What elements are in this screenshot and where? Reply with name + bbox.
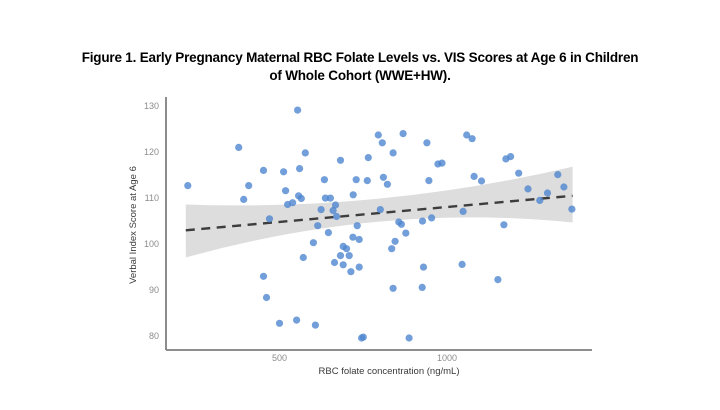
data-point [349, 233, 357, 241]
data-point [331, 201, 340, 209]
y-tick-label: 100 [144, 239, 159, 249]
data-point [359, 333, 367, 341]
data-point [339, 261, 347, 269]
data-point [378, 139, 386, 147]
data-point [419, 263, 428, 271]
data-point [259, 272, 268, 280]
data-point [560, 183, 568, 191]
data-point [536, 196, 544, 204]
data-point [438, 159, 446, 167]
data-point [294, 106, 302, 114]
data-point [293, 316, 301, 324]
data-point [468, 135, 476, 143]
data-point [259, 166, 268, 174]
trend-line [185, 194, 573, 232]
data-point [425, 177, 433, 185]
data-point [364, 154, 372, 162]
data-point [477, 177, 486, 185]
data-point [235, 143, 243, 151]
data-point [389, 149, 397, 157]
data-point [297, 194, 305, 203]
data-point [311, 321, 319, 329]
data-point [507, 153, 515, 161]
data-point [399, 130, 407, 138]
data-point [463, 131, 471, 139]
data-point [326, 194, 334, 202]
data-point [347, 268, 355, 276]
data-point [391, 237, 399, 245]
data-point [470, 172, 478, 180]
figure-title-line2: of Whole Cohort (WWE+HW). [269, 68, 451, 83]
y-tick-label: 110 [145, 193, 159, 203]
data-point [299, 253, 307, 262]
y-tick-label: 120 [144, 147, 159, 157]
data-point [280, 168, 288, 176]
data-point [309, 239, 317, 247]
data-point [317, 206, 325, 214]
y-axis-title: Verbal Index Score at Age 6 [128, 166, 139, 284]
data-point [330, 258, 339, 267]
data-point [336, 252, 345, 260]
figure-title-line1: Figure 1. Early Pregnancy Maternal RBC F… [81, 50, 639, 65]
data-point [355, 235, 363, 244]
data-point [379, 173, 387, 181]
data-point [324, 229, 332, 237]
data-point [355, 263, 363, 271]
y-tick-label: 90 [149, 285, 159, 295]
data-point [240, 195, 248, 203]
x-tick-label: 1000 [437, 353, 457, 363]
data-point [282, 187, 290, 195]
data-point [345, 252, 353, 260]
data-point [376, 206, 384, 214]
data-point [184, 182, 192, 190]
data-point [332, 212, 341, 221]
data-point [314, 222, 322, 230]
data-point [568, 205, 576, 213]
data-point [301, 149, 309, 157]
data-point [352, 176, 360, 184]
data-point [500, 221, 508, 229]
x-tick-label: 500 [272, 353, 287, 363]
data-point [342, 245, 351, 253]
data-point [515, 169, 523, 177]
data-point [402, 229, 410, 237]
data-point [428, 214, 436, 222]
data-point [458, 260, 466, 268]
data-point [262, 293, 271, 302]
data-point [374, 131, 382, 139]
data-point [388, 245, 396, 253]
data-point [397, 220, 405, 228]
figure-title: Figure 1. Early Pregnancy Maternal RBC F… [60, 49, 660, 85]
data-point [349, 191, 357, 199]
data-point [383, 180, 391, 188]
data-point [265, 215, 274, 223]
data-point [418, 217, 427, 225]
data-point [296, 165, 304, 173]
data-point [494, 276, 502, 284]
y-tick-label: 130 [144, 101, 159, 111]
data-point [363, 177, 371, 185]
data-point [554, 171, 562, 179]
data-point [543, 189, 552, 197]
data-point [329, 206, 337, 215]
data-point [275, 319, 284, 327]
data-point [389, 284, 397, 292]
data-point [284, 200, 292, 209]
data-point [336, 156, 345, 164]
data-point [353, 222, 361, 230]
data-point [459, 207, 467, 215]
data-point [245, 182, 253, 190]
data-point [418, 283, 426, 291]
data-point [320, 176, 328, 184]
data-point [405, 334, 413, 342]
data-point [321, 194, 329, 202]
x-axis-title: RBC folate concentration (ng/mL) [319, 366, 460, 377]
data-point [524, 185, 532, 193]
y-tick-label: 80 [149, 331, 159, 341]
data-point [423, 139, 431, 147]
